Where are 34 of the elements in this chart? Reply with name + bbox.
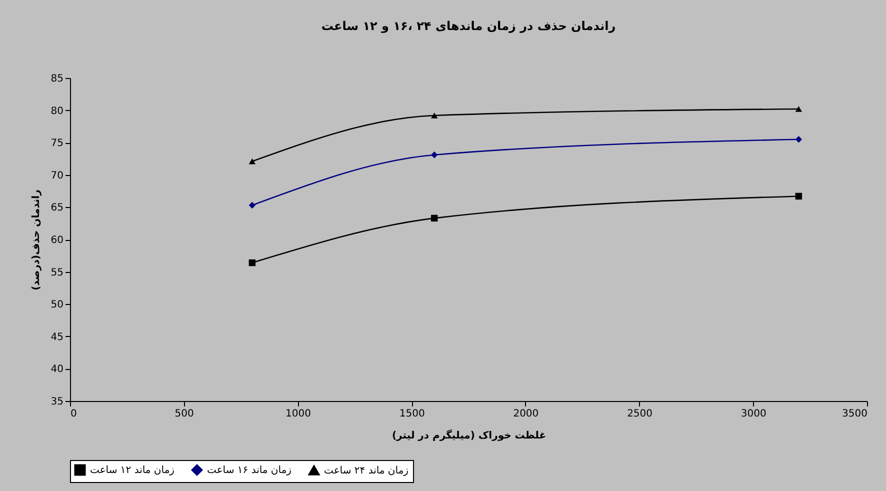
point bbox=[430, 214, 438, 222]
legend-label: زمان ماند ۱۶ ساعت bbox=[207, 465, 292, 476]
y-tick-label: 80 bbox=[50, 106, 64, 117]
legend-label: زمان ماند ۱۲ ساعت bbox=[90, 465, 175, 476]
x-tick-label: 1000 bbox=[285, 408, 311, 420]
x-tick-label: 3500 bbox=[842, 408, 868, 420]
y-tick-label: 50 bbox=[50, 300, 64, 311]
y-tick-label: 55 bbox=[50, 267, 64, 278]
y-tick-label: 45 bbox=[50, 332, 64, 343]
x-tick-label: 1500 bbox=[399, 408, 425, 420]
y-tick-label: 65 bbox=[50, 202, 64, 214]
x-tick-label: 500 bbox=[174, 408, 194, 420]
y-tick-label: 40 bbox=[50, 364, 64, 376]
x-tick-label: 2000 bbox=[513, 408, 539, 420]
x-tick-label: 2500 bbox=[627, 408, 653, 420]
point bbox=[795, 136, 802, 143]
x-tick-label: 3000 bbox=[740, 408, 766, 420]
point bbox=[795, 192, 802, 200]
y-tick-label: 70 bbox=[50, 170, 64, 182]
point bbox=[248, 158, 256, 164]
x-axis-title: غلظت خوراک (میلیگرم در لیتر) bbox=[392, 428, 546, 442]
point bbox=[248, 202, 256, 209]
y-tick-label: 85 bbox=[50, 74, 64, 84]
y-tick-label: 75 bbox=[50, 138, 64, 150]
point bbox=[430, 152, 438, 158]
point bbox=[795, 106, 802, 112]
point bbox=[430, 112, 438, 118]
chart-title: راندمان حذف در زمان ماندهای ۲۴ ،۱۶ و ۱۲ ساعت bbox=[321, 19, 616, 33]
x-tick-label: 0 bbox=[70, 408, 77, 420]
legend-label: زمان ماند ۲۴ ساعت bbox=[324, 465, 409, 476]
y-tick-label: 35 bbox=[50, 396, 64, 408]
point bbox=[248, 259, 256, 266]
y-tick-label: 60 bbox=[50, 235, 64, 246]
y-axis-title: راندمان حذف(درصد) bbox=[30, 189, 42, 290]
